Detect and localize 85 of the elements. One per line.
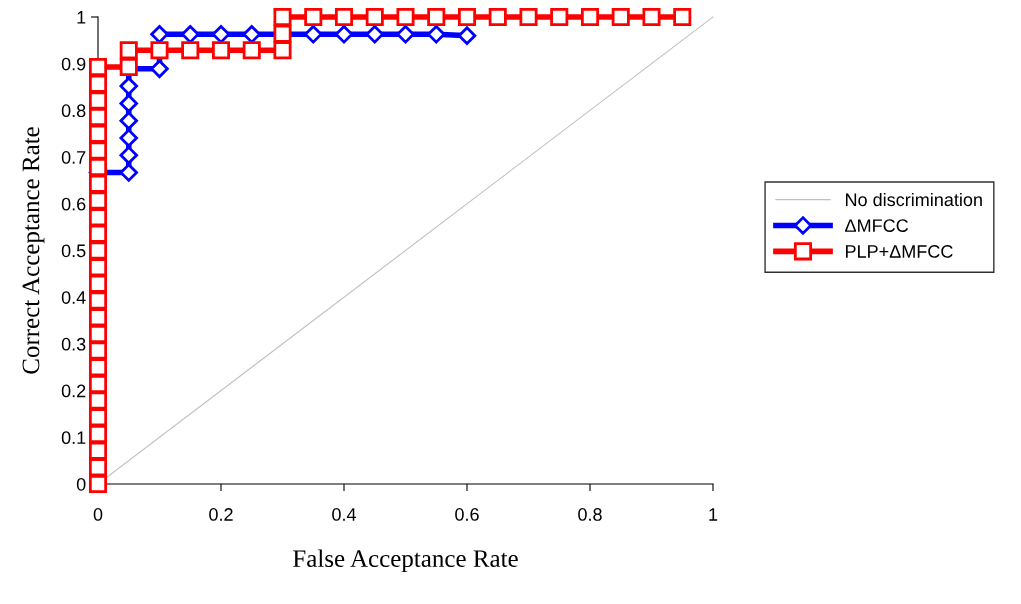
point [150,41,169,60]
point [181,25,200,44]
point [88,74,108,93]
x-tick-label: 1 [709,508,718,521]
y-tick-label: 0.8 [61,104,86,118]
point [88,441,108,460]
point [88,258,108,277]
point [119,111,138,130]
point [427,7,446,27]
point [334,7,354,27]
x-axis-title: False Acceptance Rate [293,549,518,573]
point [88,174,108,193]
point [88,124,108,143]
point [673,7,692,27]
point [150,59,169,79]
point [396,7,415,27]
y-tick-label: 0.9 [61,57,86,71]
point [88,274,108,293]
point [88,458,108,477]
point [88,291,108,310]
point [211,41,231,60]
point [211,25,231,44]
point [88,241,108,260]
legend-label: ΔMFCC [845,219,909,232]
point [88,107,108,126]
point [119,128,138,148]
x-tick-label: 0.4 [332,508,357,521]
point [427,25,446,44]
point [611,7,630,27]
point [457,26,477,45]
y-tick-label: 0.5 [61,244,86,258]
x-tick-label: 0 [93,508,103,521]
point [119,163,138,182]
point [88,341,108,360]
point [242,41,261,60]
point [181,41,200,60]
point [550,7,569,27]
point [119,145,138,165]
point [150,25,169,44]
y-tick-label: 0.6 [61,197,86,211]
y-tick-label: 0 [76,477,86,491]
point [88,375,108,394]
point [88,325,108,344]
point [365,7,384,27]
point [88,425,108,444]
point [519,7,538,27]
point [88,191,108,210]
point [88,224,108,243]
point [88,408,108,427]
y-tick-label: 0.4 [61,291,86,304]
point [334,25,354,44]
y-axis-title: Correct Acceptance Rate [22,127,45,374]
point [88,358,108,377]
x-tick-label: 0.2 [209,508,233,521]
legend-label: No discrimination [846,192,982,207]
point [88,141,108,160]
point [396,25,415,44]
y-tick-label: 0.7 [61,151,86,164]
point [273,41,292,60]
legend-label: PLP+ΔMFCC [846,245,953,258]
point [88,391,108,410]
point [304,25,323,44]
point [88,57,108,76]
point [119,94,138,113]
y-tick-label: 1 [77,11,86,24]
x-tick-label: 0.8 [578,508,602,521]
x-tick-label: 0.6 [455,508,479,521]
point [119,41,138,60]
y-tick-label: 0.3 [61,337,86,351]
point [88,91,108,110]
point [119,76,138,96]
point [365,25,384,44]
point [304,7,323,27]
point [242,25,261,44]
point [642,7,661,27]
point [88,157,108,176]
point [580,7,600,27]
point [88,208,108,227]
point [488,7,507,27]
point [273,7,292,27]
y-tick-label: 0.1 [61,431,86,445]
point [88,308,108,327]
y-tick-label: 0.2 [61,384,86,398]
point [88,474,108,494]
point [457,7,477,27]
